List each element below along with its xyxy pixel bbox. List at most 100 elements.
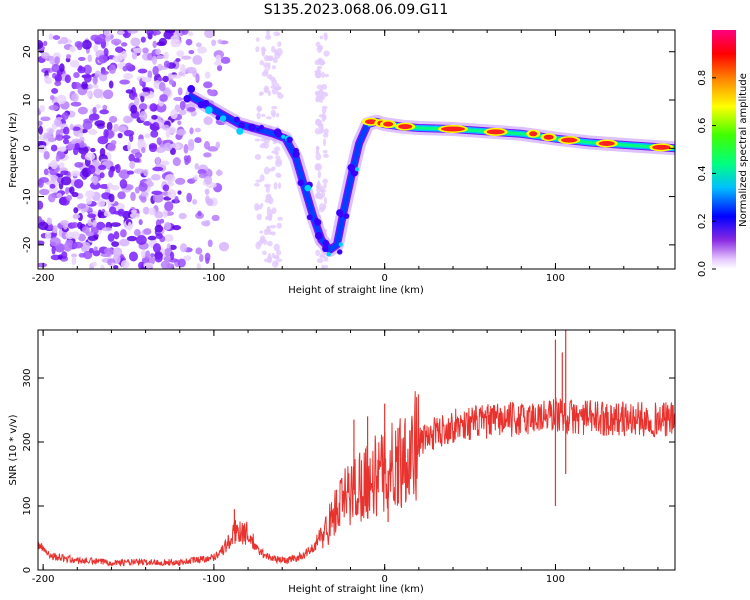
noise-blob [151,114,158,120]
noise-blob [55,155,61,162]
noise-blob [180,63,186,74]
noise-blob [152,40,157,49]
noise-blob [39,105,46,113]
noise-streak [274,150,279,156]
noise-streak [255,179,262,183]
noise-blob [123,72,133,80]
noise-blob [160,160,170,166]
noise-blob [71,170,81,177]
noise-blob [54,74,63,82]
noise-blob [71,126,81,131]
noise-blob [137,138,146,148]
noise-blob [157,77,164,82]
noise-blob [220,56,231,64]
noise-blob [119,79,131,85]
ridge-speckle [354,167,359,172]
noise-blob [108,64,117,75]
noise-streak [264,215,270,221]
colorbar-tick-label: 0.0 [697,261,708,277]
noise-blob [181,30,189,35]
noise-streak [266,209,274,216]
noise-blob [66,194,73,201]
noise-blob [137,68,148,74]
ridge-speckle [197,101,205,109]
noise-blob [197,46,208,54]
noise-blob [108,115,118,123]
noise-blob [164,201,174,212]
noise-blob [88,113,100,121]
noise-blob [108,193,115,203]
spectrogram-ytick-label: 0 [22,145,33,151]
noise-blob [186,155,192,164]
snr-ytick-label: 200 [22,432,33,451]
hotspot-core [652,144,671,150]
ridge-speckle [183,94,191,103]
noise-blob [181,55,192,60]
noise-blob [54,56,60,65]
snr-ytick-label: 300 [22,368,33,387]
noise-blob [195,73,200,84]
noise-blob [43,151,50,160]
noise-streak [315,151,320,155]
noise-blob [170,74,182,79]
noise-blob [105,35,111,42]
colorbar-ticks: 0.0 0.2 0.4 0.6 0.8 [697,70,716,277]
noise-streak [270,231,276,236]
noise-blob [152,243,162,253]
noise-streak [318,114,324,118]
noise-blob [151,190,163,195]
noise-blob [98,164,107,171]
noise-blob [152,166,164,172]
noise-blob [143,121,152,126]
noise-blob [154,224,164,233]
noise-streak [317,170,322,179]
noise-blob [127,141,132,152]
noise-blob [127,30,139,34]
noise-streak [272,112,276,118]
noise-blob [110,184,120,191]
noise-blob [130,104,138,114]
noise-streak [318,98,324,103]
noise-blob [129,212,141,219]
noise-blob [154,211,164,219]
noise-blob [141,146,146,154]
noise-blob [193,175,198,181]
snr-axes: -200 -100 0 100 0 100 200 300 [22,330,675,585]
noise-blob [175,57,181,62]
noise-blob [69,186,75,195]
noise-blob [117,191,126,200]
noise-blob [57,254,63,260]
noise-blob [133,168,145,174]
noise-blob [127,221,132,231]
noise-streak [262,239,268,245]
noise-blob [43,168,49,176]
noise-blob [103,30,113,37]
noise-blob [92,249,101,257]
noise-streak [323,182,327,189]
noise-blob [38,145,47,153]
noise-blob [139,110,148,121]
hotspot-core [383,121,394,127]
noise-blob [52,35,61,40]
noise-blob [92,220,97,228]
noise-blob [84,152,96,161]
snr-panel: -200 -100 0 100 0 100 200 300 Height of straigh… [8,329,676,595]
noise-blob [94,120,106,127]
noise-blob [126,235,138,242]
ridge-speckle [256,127,261,132]
noise-blob [158,37,168,46]
noise-streak [322,138,327,146]
ridge-speckle [326,252,331,257]
noise-streak [277,41,282,47]
noise-blob [141,76,152,83]
noise-blob [133,157,140,163]
noise-blob [175,177,186,185]
noise-blob [155,146,166,153]
noise-blob [85,196,93,205]
noise-streak [278,182,282,190]
noise-blob [77,203,87,209]
noise-blob [207,239,213,248]
noise-blob [99,109,109,115]
noise-blob [164,173,176,183]
noise-blob [82,226,90,234]
